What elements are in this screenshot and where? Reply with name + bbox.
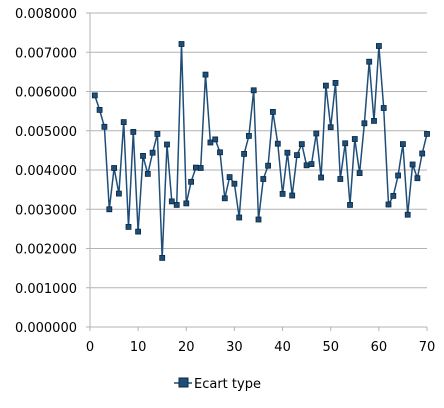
data-point xyxy=(149,149,156,156)
legend: Ecart type xyxy=(174,377,261,392)
data-point xyxy=(183,200,190,207)
data-point xyxy=(135,228,142,235)
data-point xyxy=(409,161,416,168)
series-line xyxy=(94,43,428,258)
data-point xyxy=(399,141,406,148)
data-point xyxy=(414,175,421,182)
data-point xyxy=(284,149,291,156)
data-point xyxy=(91,92,98,99)
data-point xyxy=(347,201,353,208)
data-point xyxy=(294,152,300,159)
data-point xyxy=(154,130,161,137)
data-point xyxy=(96,107,103,113)
data-point xyxy=(308,161,315,168)
y-tick-label: 0.003000 xyxy=(15,203,77,218)
data-point xyxy=(159,254,166,261)
y-tick-labels: 0.000000 0.001000 0.002000 0.003000 0.004000… xyxy=(15,7,77,336)
data-point xyxy=(303,162,310,169)
data-point xyxy=(212,136,219,143)
y-tick-label: 0.004000 xyxy=(15,164,77,179)
data-point xyxy=(125,223,132,230)
data-point xyxy=(245,132,252,139)
data-point xyxy=(207,139,214,146)
data-point xyxy=(265,162,272,169)
y-tick-label: 0.000000 xyxy=(15,321,77,336)
data-point xyxy=(419,150,426,157)
data-point xyxy=(116,190,122,197)
data-point xyxy=(202,71,209,78)
y-tick-label: 0.007000 xyxy=(15,46,77,61)
y-tick-label: 0.002000 xyxy=(15,243,77,258)
data-point xyxy=(173,201,180,208)
data-point xyxy=(269,109,276,115)
data-point xyxy=(279,190,286,197)
data-point xyxy=(380,105,387,111)
data-point xyxy=(241,150,248,157)
data-point xyxy=(366,58,373,65)
data-point xyxy=(351,136,358,142)
data-point xyxy=(120,119,127,125)
data-point xyxy=(327,124,334,131)
data-point xyxy=(111,165,117,171)
data-point xyxy=(375,43,382,49)
data-point xyxy=(390,192,397,199)
x-tick-label: 30 xyxy=(226,340,243,355)
data-point xyxy=(322,82,329,89)
y-tick-label: 0.001000 xyxy=(15,282,77,297)
gridlines xyxy=(90,12,427,328)
data-point xyxy=(356,170,363,177)
data-point xyxy=(197,165,204,171)
data-point xyxy=(371,118,377,124)
data-point xyxy=(342,140,349,147)
series-line-group xyxy=(94,43,428,258)
x-tick-label: 60 xyxy=(371,340,388,355)
data-point xyxy=(178,41,185,47)
data-point xyxy=(192,164,199,171)
data-point xyxy=(298,141,305,148)
x-tick-label: 0 xyxy=(86,340,94,355)
data-point xyxy=(289,192,296,199)
data-point xyxy=(424,130,430,137)
data-point xyxy=(231,180,238,187)
data-point xyxy=(140,152,146,159)
x-tick-labels: 0 10 20 30 40 50 60 70 xyxy=(86,340,435,355)
legend-marker xyxy=(178,377,189,388)
series-points xyxy=(91,41,430,261)
data-point xyxy=(226,174,233,181)
axes xyxy=(86,12,428,331)
data-point xyxy=(217,149,223,156)
legend-label: Ecart type xyxy=(194,377,261,392)
x-tick-label: 10 xyxy=(130,340,147,355)
data-point xyxy=(255,216,262,223)
data-point xyxy=(395,172,402,179)
data-point xyxy=(188,178,195,185)
data-point xyxy=(101,123,108,130)
data-point xyxy=(144,170,151,177)
data-point xyxy=(313,130,320,137)
data-point xyxy=(250,87,257,94)
x-tick-label: 20 xyxy=(178,340,195,355)
y-tick-label: 0.008000 xyxy=(15,7,77,22)
data-point xyxy=(318,174,325,181)
data-point xyxy=(404,211,411,218)
data-point xyxy=(332,80,339,86)
y-tick-label: 0.006000 xyxy=(15,86,77,101)
data-point xyxy=(385,201,392,208)
data-point xyxy=(274,140,281,147)
data-point xyxy=(361,120,368,127)
data-point xyxy=(260,176,267,182)
data-point xyxy=(130,128,137,135)
data-point xyxy=(221,195,228,202)
data-point xyxy=(236,214,243,221)
x-tick-label: 70 xyxy=(419,340,436,355)
y-tick-label: 0.005000 xyxy=(15,125,77,140)
x-tick-label: 50 xyxy=(322,340,339,355)
x-tick-label: 40 xyxy=(274,340,291,355)
data-point xyxy=(168,198,175,205)
data-point xyxy=(106,206,113,213)
data-point xyxy=(164,141,170,148)
data-point xyxy=(337,176,344,182)
